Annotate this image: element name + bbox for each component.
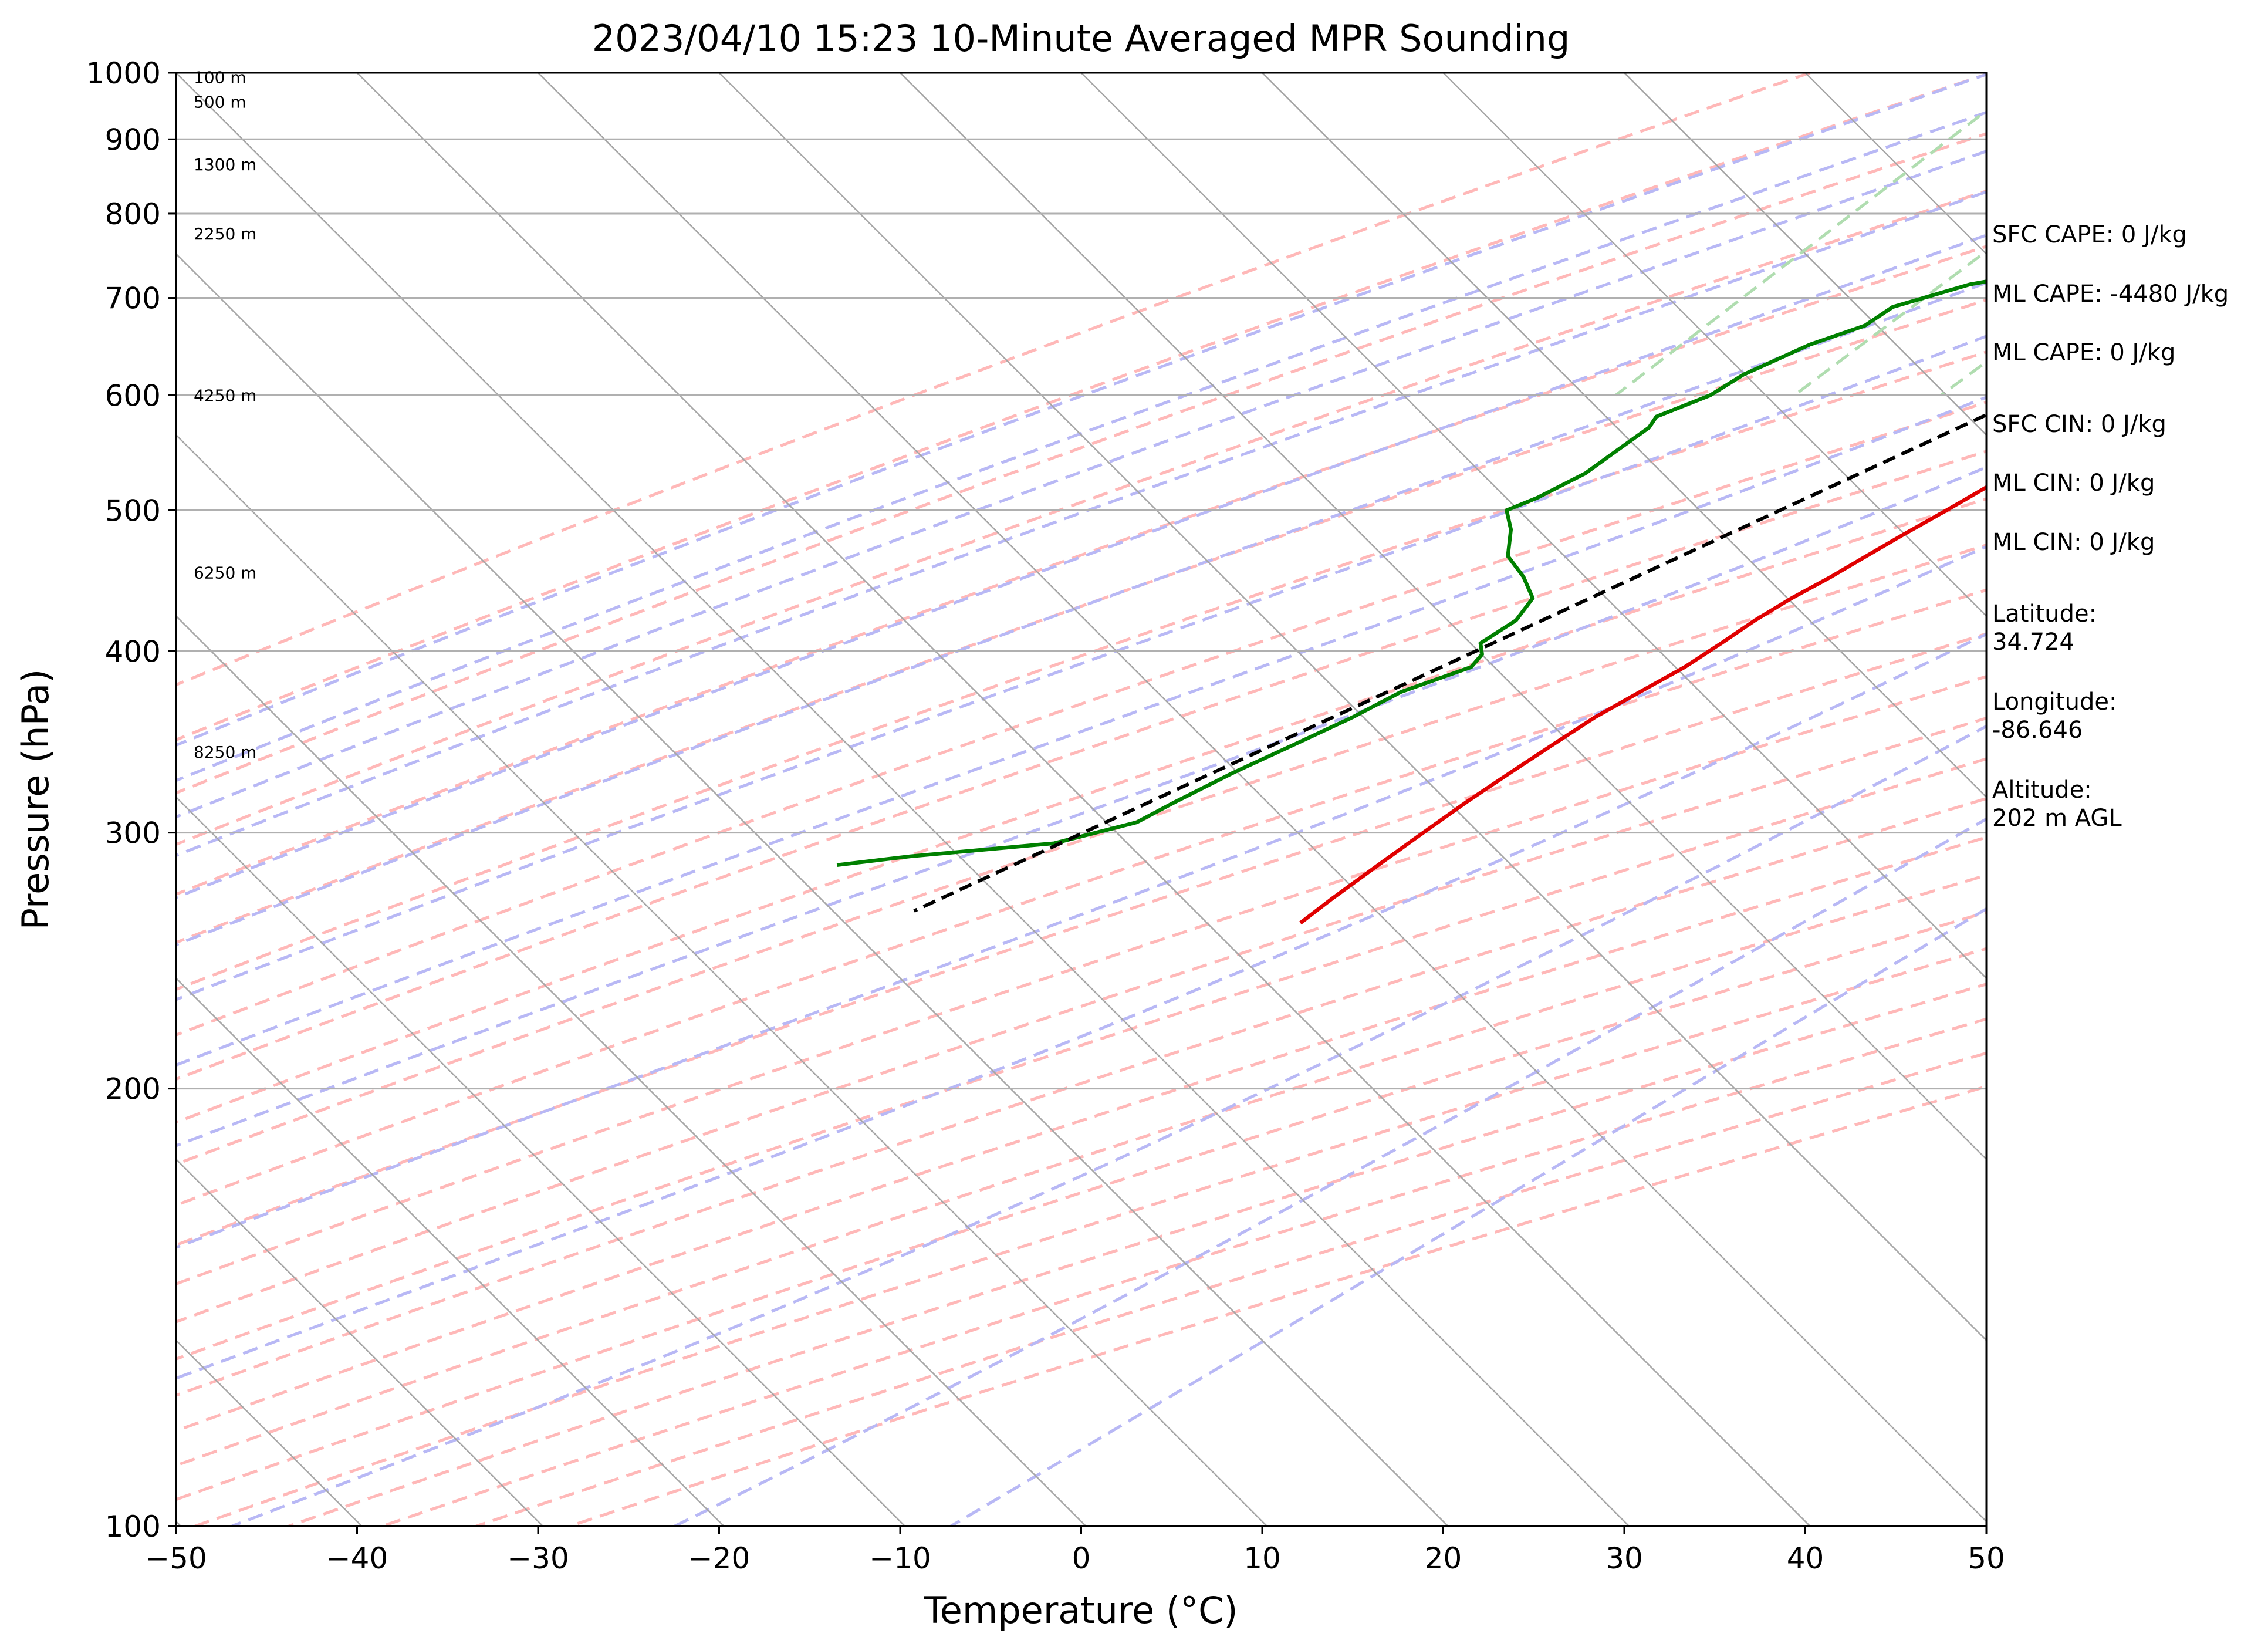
height-label: 8250 m bbox=[194, 743, 256, 762]
dry-adiabat bbox=[176, 873, 1986, 1467]
x-tick-label: 50 bbox=[1968, 1541, 2005, 1575]
dry-adiabat bbox=[176, 350, 1986, 991]
moist-adiabat bbox=[950, 907, 1986, 1526]
parcel-path bbox=[913, 413, 1986, 913]
y-tick-label: 500 bbox=[105, 494, 161, 528]
isotherm bbox=[176, 796, 905, 1526]
moist-adiabat bbox=[176, 335, 1986, 1001]
moist-adiabat bbox=[176, 150, 1986, 819]
isotherm bbox=[176, 1158, 543, 1526]
x-tick-label: −10 bbox=[869, 1541, 931, 1575]
isotherm bbox=[1080, 73, 1986, 980]
dry-adiabat bbox=[176, 450, 1986, 1081]
ml-cin-text-2: ML CIN: 0 J/kg bbox=[1992, 529, 2155, 556]
isotherm bbox=[718, 73, 1986, 1342]
latitude-value: 34.724 bbox=[1992, 629, 2074, 656]
dry-adiabat bbox=[176, 132, 1986, 795]
x-tick-label: 20 bbox=[1425, 1541, 1462, 1575]
longitude-label: Longitude: bbox=[1992, 689, 2117, 716]
mixing-ratio-line bbox=[1614, 109, 1986, 397]
altitude-value: 202 m AGL bbox=[1992, 805, 2122, 832]
dry-adiabat bbox=[176, 400, 1986, 1037]
x-tick-label: 30 bbox=[1605, 1541, 1643, 1575]
x-tick-label: 40 bbox=[1787, 1541, 1824, 1575]
isotherm bbox=[1442, 73, 1986, 617]
y-axis-ticks: 100 200 300 400 500 600 700 800 900 1000 bbox=[86, 56, 176, 1544]
dry-adiabat bbox=[176, 497, 1986, 1124]
moist-adiabat bbox=[176, 396, 1986, 1067]
height-label: 100 m bbox=[194, 68, 246, 87]
y-tick-label: 300 bbox=[105, 816, 161, 851]
ml-cape-text: ML CAPE: -4480 J/kg bbox=[1992, 281, 2229, 308]
y-tick-label: 100 bbox=[105, 1510, 161, 1544]
isotherm bbox=[1624, 73, 1986, 436]
isotherm bbox=[900, 73, 1986, 1160]
x-axis-label: Temperature (°C) bbox=[923, 1589, 1238, 1632]
height-label: 2250 m bbox=[194, 224, 256, 244]
y-tick-label: 1000 bbox=[86, 56, 161, 90]
isotherm bbox=[176, 977, 725, 1526]
isotherm bbox=[176, 434, 1267, 1526]
sfc-cape-text: SFC CAPE: 0 J/kg bbox=[1992, 221, 2187, 248]
dewpoint-trace bbox=[836, 279, 1986, 868]
x-tick-label: −20 bbox=[688, 1541, 751, 1575]
x-tick-label: 10 bbox=[1243, 1541, 1281, 1575]
y-tick-label: 400 bbox=[105, 635, 161, 669]
height-label: 500 m bbox=[194, 93, 246, 112]
moist-adiabat bbox=[176, 545, 1986, 1249]
sfc-cin-text: SFC CIN: 0 J/kg bbox=[1992, 411, 2166, 438]
longitude-value: -86.646 bbox=[1992, 717, 2083, 744]
dry-adiabat bbox=[176, 189, 1986, 846]
y-axis-label: Pressure (hPa) bbox=[14, 669, 57, 930]
moist-adiabat bbox=[674, 817, 1986, 1526]
isotherm bbox=[176, 73, 1630, 1526]
dry-adiabat bbox=[176, 757, 1986, 1361]
isotherm bbox=[356, 73, 1811, 1526]
y-tick-label: 900 bbox=[105, 123, 161, 157]
height-label: 4250 m bbox=[194, 386, 256, 405]
height-labels: 100 m 500 m 1300 m 2250 m 4250 m 6250 m 8250 m bbox=[194, 68, 256, 762]
x-tick-label: 0 bbox=[1072, 1541, 1091, 1575]
dry-adiabat bbox=[176, 674, 1986, 1286]
dry-adiabat bbox=[176, 588, 1986, 1207]
x-tick-label: −30 bbox=[507, 1541, 569, 1575]
y-tick-label: 200 bbox=[105, 1072, 161, 1106]
moist-adiabat bbox=[176, 632, 1986, 1380]
x-axis-ticks: −50 −40 −30 −20 −10 0 10 20 30 40 50 bbox=[145, 1526, 2005, 1575]
background-lines bbox=[176, 73, 1986, 1526]
moist-adiabat bbox=[176, 110, 1986, 782]
dry-adiabat bbox=[176, 73, 1811, 687]
x-tick-label: −40 bbox=[326, 1541, 388, 1575]
isotherm bbox=[538, 73, 1986, 1523]
altitude-label: Altitude: bbox=[1992, 777, 2092, 804]
ml-cin-text: ML CIN: 0 J/kg bbox=[1992, 470, 2155, 497]
isotherm bbox=[1262, 73, 1986, 798]
height-label: 6250 m bbox=[194, 563, 256, 583]
mixing-ratio-line bbox=[1793, 249, 1986, 397]
moist-adiabat bbox=[176, 73, 1986, 747]
y-tick-label: 600 bbox=[105, 379, 161, 413]
dry-adiabat bbox=[176, 797, 1986, 1397]
y-tick-label: 700 bbox=[105, 282, 161, 316]
moist-adiabat bbox=[176, 190, 1986, 858]
chart-title: 2023/04/10 15:23 10-Minute Averaged MPR … bbox=[592, 17, 1570, 60]
y-tick-label: 800 bbox=[105, 197, 161, 231]
sounding-series bbox=[836, 279, 1986, 925]
latitude-label: Latitude: bbox=[1992, 600, 2097, 627]
dry-adiabat bbox=[176, 73, 1986, 742]
ml-cape-text-2: ML CAPE: 0 J/kg bbox=[1992, 339, 2175, 366]
height-label: 1300 m bbox=[194, 155, 256, 174]
isotherm bbox=[176, 252, 1449, 1526]
side-panel: SFC CAPE: 0 J/kg ML CAPE: -4480 J/kg ML … bbox=[1992, 221, 2229, 832]
temperature-trace bbox=[1299, 485, 1986, 925]
x-tick-label: −50 bbox=[145, 1541, 207, 1575]
isotherm bbox=[176, 615, 1087, 1526]
